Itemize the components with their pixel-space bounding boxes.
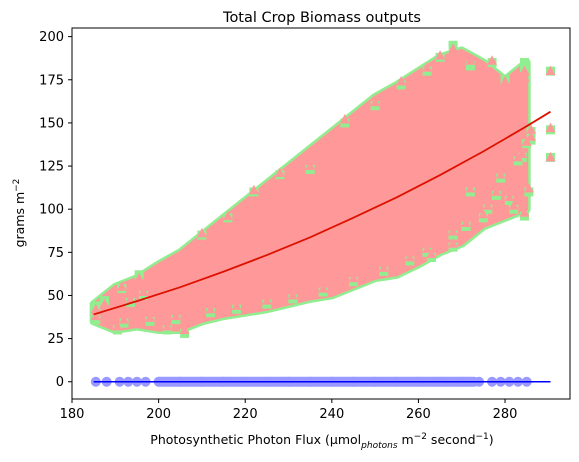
pink-triangle-point [231, 300, 242, 310]
x-axis-label-sup1: −2 [414, 432, 427, 442]
y-tick-label: 0 [56, 375, 64, 390]
pink-triangle-point [426, 248, 437, 259]
pink-triangle-point [305, 160, 316, 171]
pink-triangle-point [179, 324, 190, 334]
pink-triangle-point [196, 227, 207, 238]
x-tick-label: 260 [406, 407, 431, 422]
pink-triangle-point [465, 55, 476, 65]
pink-triangle-point [519, 72, 530, 83]
pink-triangle-point [513, 151, 524, 162]
y-tick-label: 100 [39, 203, 64, 218]
pink-triangle-point [491, 186, 502, 196]
y-tick-label: 150 [39, 116, 64, 131]
y-axis-label-main: grams m [12, 192, 27, 248]
x-axis-label-sup2: −1 [476, 432, 489, 442]
pink-triangle-point [465, 182, 476, 193]
pink-triangle-point [526, 124, 537, 134]
pink-triangle-point [448, 238, 459, 248]
y-tick-label: 175 [39, 73, 64, 88]
pink-triangle-point [138, 286, 149, 297]
pink-triangle-point [448, 226, 459, 236]
pink-triangle-point [461, 217, 472, 227]
pink-triangle-point [482, 200, 493, 210]
plot-frame [71, 27, 571, 400]
pink-triangle-point [99, 298, 110, 309]
pink-triangle-point [118, 314, 129, 324]
y-tick-label: 50 [47, 289, 64, 304]
pink-triangle-point [222, 210, 233, 221]
pink-triangle-point [348, 272, 359, 283]
pink-triangle-point [378, 262, 389, 272]
pink-triangle-point [422, 62, 433, 72]
pink-triangle-point [521, 136, 532, 146]
x-axis: 180 200 220 240 260 280 [60, 399, 518, 422]
green-square-point [465, 61, 475, 71]
pink-triangle-point [248, 184, 259, 195]
pink-triangle-point [339, 113, 350, 124]
pink-triangle-point [318, 283, 329, 293]
pink-triangle-point [404, 252, 415, 262]
x-axis-label-mid: m [398, 432, 414, 447]
pink-triangle-point [523, 182, 534, 193]
pink-triangle-point [134, 272, 145, 283]
x-axis-label-sub: photons [360, 441, 398, 451]
pink-triangle-point [435, 50, 446, 60]
green-square-point [520, 58, 530, 68]
pink-triangle-point [90, 310, 101, 321]
pink-triangle-point [487, 55, 498, 65]
x-axis-label-suffix: ) [489, 432, 494, 447]
y-axis-label-sup: −2 [12, 179, 22, 192]
y-axis: 0 25 50 75 100 125 150 175 200 [39, 30, 72, 390]
pink-triangle-point [508, 200, 519, 210]
pink-triangle-point [125, 293, 136, 303]
series-triangle [90, 43, 556, 334]
pink-triangle-point [170, 310, 181, 321]
pink-triangle-point [162, 321, 173, 331]
plot-area [89, 40, 556, 387]
y-tick-label: 25 [47, 332, 64, 347]
pink-triangle-point [478, 208, 489, 219]
chart-title: Total Crop Biomass outputs [222, 10, 421, 26]
pink-triangle-point [526, 131, 537, 141]
pink-triangle-point [545, 65, 556, 76]
x-axis-label-mid2: second [427, 432, 476, 447]
y-tick-label: 125 [39, 160, 64, 175]
x-tick-label: 240 [319, 407, 344, 422]
x-axis-label: Photosynthetic Photon Flux (μmolphotons … [150, 432, 493, 451]
fit-line [93, 110, 551, 316]
pink-triangle-point [500, 75, 511, 86]
pink-triangle-point [90, 303, 101, 314]
pink-triangle-point [205, 303, 216, 314]
pink-triangle-point [396, 75, 407, 86]
pink-triangle-point [370, 96, 381, 107]
y-tick-label: 75 [47, 246, 64, 261]
pink-triangle-point [261, 295, 272, 305]
x-tick-label: 200 [146, 407, 171, 422]
pink-triangle-point [545, 151, 556, 162]
pink-triangle-point [112, 321, 123, 331]
x-tick-label: 280 [493, 407, 518, 422]
pink-triangle-point [545, 122, 556, 133]
pink-triangle-point [422, 243, 433, 253]
y-axis-label: grams m−2 [12, 179, 27, 248]
pink-triangle-point [144, 312, 155, 322]
pink-triangle-point [519, 207, 530, 217]
pink-triangle-point [116, 281, 127, 291]
pink-cloud-body [92, 48, 529, 332]
pink-triangle-point [519, 65, 530, 76]
pink-triangle-point [448, 43, 459, 53]
pink-triangle-point [504, 191, 515, 202]
pink-triangle-point [274, 167, 285, 177]
x-tick-label: 220 [233, 407, 258, 422]
y-tick-label: 200 [39, 30, 64, 45]
pink-triangle-point [495, 169, 506, 179]
x-tick-label: 180 [60, 407, 85, 422]
pink-triangle-point [287, 289, 298, 300]
x-axis-label-prefix: Photosynthetic Photon Flux (μmol [150, 432, 361, 447]
